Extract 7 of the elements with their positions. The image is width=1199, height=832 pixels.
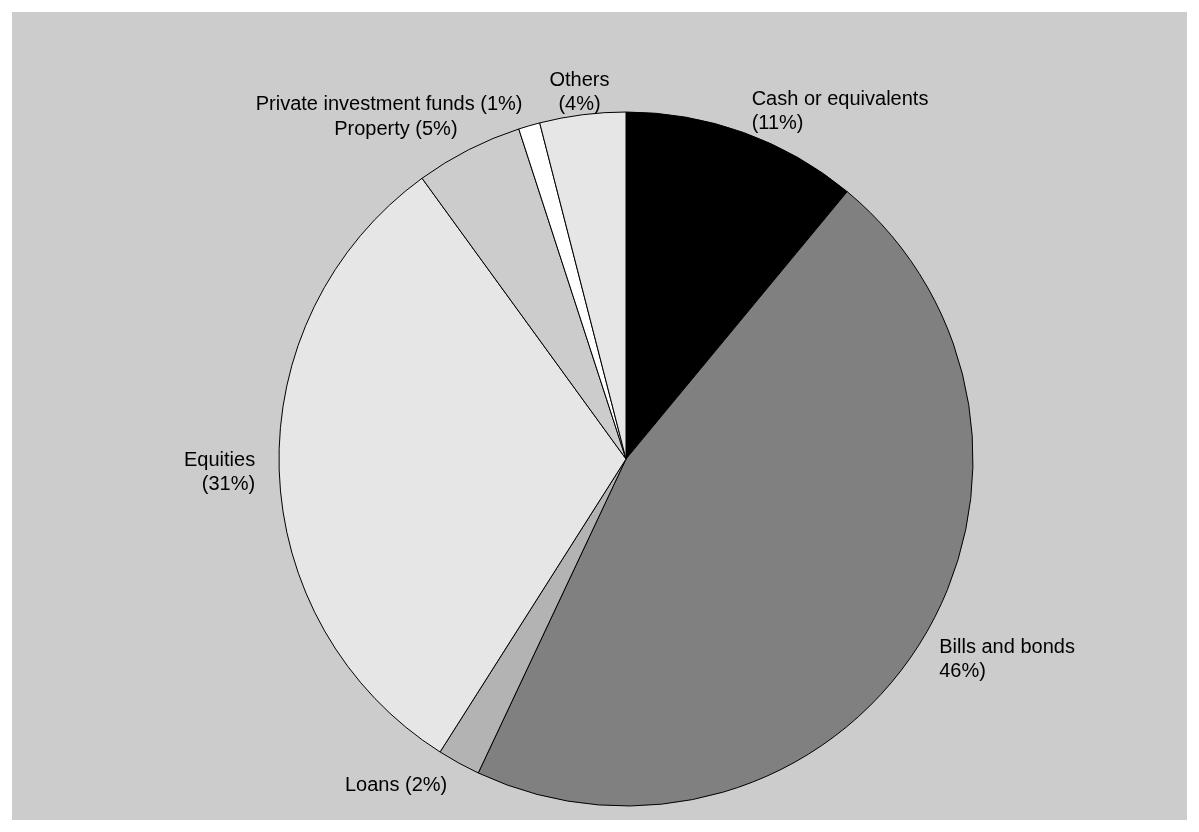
slice-label: Bills and bonds 46%) (939, 634, 1075, 681)
slice-label: Equities (31%) (184, 447, 256, 494)
slice-label: Others (4%) (549, 67, 610, 114)
slice-label: Property (5%) (334, 117, 458, 140)
slice-label: Private investment funds (1%) (255, 91, 523, 114)
slice-label: Loans (2%) (344, 773, 448, 796)
slice-label: Cash or equivalents (11%) (751, 86, 929, 133)
